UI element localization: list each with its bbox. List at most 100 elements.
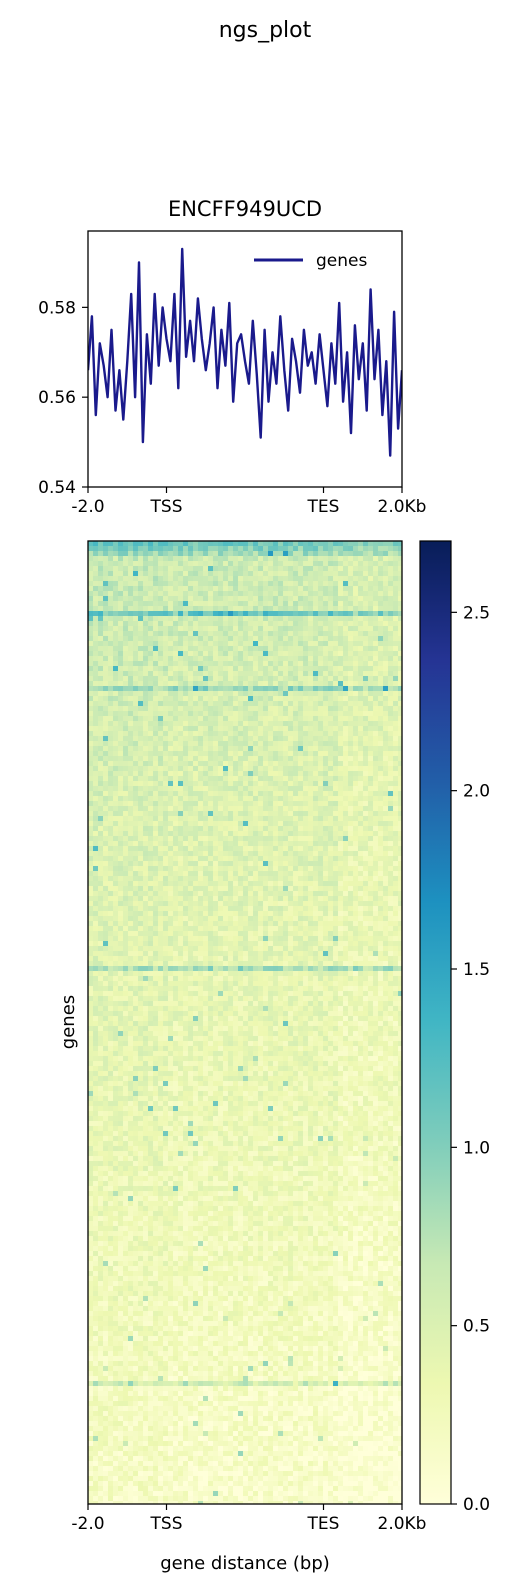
heatmap-cell	[158, 551, 164, 557]
heatmap-cell	[218, 561, 224, 567]
heatmap-cell	[138, 561, 144, 567]
heatmap-cell	[378, 876, 384, 882]
heatmap-cell	[243, 606, 249, 612]
heatmap-cell	[148, 736, 154, 742]
heatmap-cell	[128, 796, 134, 802]
heatmap-cell	[163, 741, 169, 747]
heatmap-cell	[338, 561, 344, 567]
heatmap-cell	[218, 911, 224, 917]
heatmap-cell	[213, 836, 219, 842]
heatmap-cell	[123, 606, 129, 612]
heatmap-cell	[328, 906, 334, 912]
heatmap-cell	[363, 661, 369, 667]
heatmap-cell	[148, 666, 154, 672]
heatmap-cell	[228, 581, 234, 587]
heatmap-cell	[288, 791, 294, 797]
heatmap-cell	[93, 801, 99, 807]
heatmap-cell	[273, 851, 279, 857]
heatmap-cell	[188, 926, 194, 932]
heatmap-cell	[318, 686, 324, 692]
heatmap-cell	[128, 866, 134, 872]
heatmap-cell	[383, 676, 389, 682]
heatmap-cell	[183, 581, 189, 587]
heatmap-cell	[183, 856, 189, 862]
heatmap-cell	[343, 651, 349, 657]
heatmap-cell	[213, 791, 219, 797]
heatmap-cell	[88, 671, 94, 677]
heatmap-cell	[308, 641, 314, 647]
heatmap-cell	[93, 831, 99, 837]
heatmap-cell	[138, 916, 144, 922]
heatmap-cell	[98, 726, 104, 732]
heatmap-cell	[123, 681, 129, 687]
heatmap-cell	[243, 826, 249, 832]
heatmap-cell	[368, 566, 374, 572]
heatmap-cell	[218, 901, 224, 907]
heatmap-cell	[198, 691, 204, 697]
heatmap-cell	[188, 901, 194, 907]
heatmap-cell	[318, 661, 324, 667]
heatmap-cell	[298, 716, 304, 722]
heatmap-cell	[393, 556, 399, 562]
heatmap-cell	[128, 721, 134, 727]
heatmap-cell	[313, 836, 319, 842]
heatmap-cell	[103, 601, 109, 607]
heatmap-cell	[313, 771, 319, 777]
heatmap-cell	[388, 736, 394, 742]
heatmap-cell	[313, 596, 319, 602]
heatmap-cell	[268, 831, 274, 837]
heatmap-cell	[113, 671, 119, 677]
heatmap-cell	[323, 911, 329, 917]
heatmap-cell	[368, 641, 374, 647]
heatmap-cell	[113, 621, 119, 627]
heatmap-cell	[283, 901, 289, 907]
heatmap-cell	[263, 666, 269, 672]
heatmap-cell	[313, 661, 319, 667]
heatmap-cell	[88, 856, 94, 862]
heatmap-cell	[208, 591, 214, 597]
heatmap-cell	[398, 671, 403, 677]
heatmap-cell	[293, 871, 299, 877]
heatmap-cell	[333, 691, 339, 697]
heatmap-cell	[323, 906, 329, 912]
heatmap-cell	[273, 761, 279, 767]
heatmap-cell	[333, 556, 339, 562]
heatmap-cell	[108, 601, 114, 607]
heatmap-cell	[258, 631, 264, 637]
heatmap-cell	[323, 671, 329, 677]
heatmap-cell	[143, 551, 149, 557]
heatmap-cell	[368, 781, 374, 787]
heatmap-cell	[328, 616, 334, 622]
heatmap-cell	[148, 931, 154, 937]
heatmap-cell	[223, 691, 229, 697]
heatmap-cell	[143, 606, 149, 612]
heatmap-cell	[218, 606, 224, 612]
heatmap-cell	[173, 916, 179, 922]
heatmap-cell	[343, 901, 349, 907]
heatmap-cell	[353, 571, 359, 577]
heatmap-cell	[143, 621, 149, 627]
heatmap-cell	[178, 701, 184, 707]
heatmap-cell	[308, 596, 314, 602]
heatmap-cell	[203, 916, 209, 922]
heatmap-cell	[113, 556, 119, 562]
heatmap-cell	[338, 741, 344, 747]
heatmap-cell	[383, 551, 389, 557]
heatmap-cell	[298, 826, 304, 832]
heatmap-cell	[263, 801, 269, 807]
heatmap-cell	[263, 746, 269, 752]
heatmap-cell	[153, 651, 159, 657]
heatmap-cell	[323, 826, 329, 832]
heatmap-cell	[318, 801, 324, 807]
heatmap-cell	[278, 831, 284, 837]
heatmap-cell	[233, 556, 239, 562]
heatmap-cell	[383, 921, 389, 927]
heatmap-cell	[378, 921, 384, 927]
heatmap-cell	[273, 666, 279, 672]
heatmap-cell	[278, 786, 284, 792]
heatmap-cell	[118, 661, 124, 667]
heatmap-cell	[103, 581, 109, 587]
heatmap-cell	[163, 786, 169, 792]
heatmap-cell	[93, 931, 99, 937]
heatmap-cell	[238, 926, 244, 932]
